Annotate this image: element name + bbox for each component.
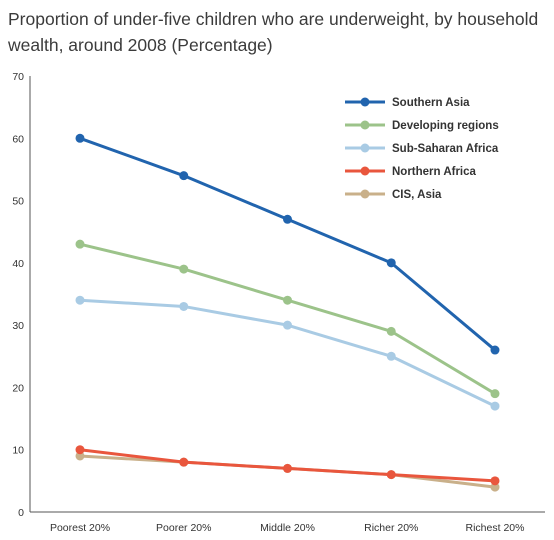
- data-point-southern-asia: [490, 345, 500, 355]
- data-point-northern-africa: [386, 470, 396, 480]
- chart-legend: Southern Asia Developing regions Sub-Sahar…: [345, 97, 499, 201]
- data-point-sub-saharan-africa: [75, 295, 85, 305]
- y-tick-label: 10: [12, 445, 24, 457]
- legend-label-southern-asia: Southern Asia: [392, 97, 470, 109]
- y-tick-label: 30: [12, 320, 24, 332]
- data-point-southern-asia: [179, 171, 189, 181]
- data-point-cis-asia: [490, 482, 500, 492]
- chart-title: Proportion of under-five children who ar…: [8, 9, 539, 55]
- y-tick-label: 70: [12, 71, 24, 83]
- legend-marker-cis-asia: [360, 189, 370, 199]
- y-axis-ticks: 0 10 20 30 40 50 60 70: [12, 71, 24, 519]
- data-point-northern-africa: [75, 445, 85, 455]
- data-point-southern-asia: [386, 258, 396, 268]
- y-tick-label: 60: [12, 133, 24, 145]
- data-point-cis-asia: [75, 451, 85, 461]
- y-tick-label: 0: [18, 507, 24, 519]
- data-point-northern-africa: [179, 457, 189, 467]
- legend-marker-southern-asia: [360, 97, 370, 107]
- x-axis-ticks: Poorest 20% Poorer 20% Middle 20% Richer 20…: [50, 522, 525, 534]
- legend-marker-northern-africa: [360, 166, 370, 176]
- x-tick-label: Middle 20%: [260, 522, 315, 534]
- data-point-southern-asia: [283, 214, 292, 224]
- data-point-sub-saharan-africa: [386, 351, 396, 361]
- legend-label-developing-regions: Developing regions: [392, 120, 499, 132]
- data-point-northern-africa: [283, 463, 292, 473]
- x-tick-label: Richer 20%: [364, 522, 418, 534]
- y-tick-label: 40: [12, 258, 24, 270]
- series-line-sub-saharan-africa: [79, 298, 496, 408]
- legend-marker-sub-saharan-africa: [360, 143, 370, 153]
- legend-label-northern-africa: Northern Africa: [392, 166, 477, 178]
- data-point-developing-regions: [283, 295, 292, 305]
- y-tick-label: 20: [12, 382, 24, 394]
- x-tick-label: Poorest 20%: [50, 522, 110, 534]
- legend-label-sub-saharan-africa: Sub-Saharan Africa: [392, 143, 499, 155]
- chart-series: [75, 133, 500, 492]
- data-point-southern-asia: [75, 133, 85, 143]
- x-tick-label: Poorer 20%: [156, 522, 211, 534]
- data-point-northern-africa: [490, 476, 500, 486]
- legend-marker-developing-regions: [360, 120, 370, 130]
- data-point-developing-regions: [386, 326, 396, 336]
- chart-axes: [29, 76, 545, 513]
- data-point-developing-regions: [490, 389, 500, 399]
- data-point-sub-saharan-africa: [179, 301, 189, 311]
- data-point-sub-saharan-africa: [283, 320, 292, 330]
- data-point-sub-saharan-africa: [490, 401, 500, 411]
- legend-label-cis-asia: CIS, Asia: [392, 189, 442, 201]
- data-point-developing-regions: [75, 239, 85, 249]
- data-point-developing-regions: [179, 264, 189, 274]
- y-tick-label: 50: [12, 196, 24, 208]
- x-tick-label: Richest 20%: [466, 522, 525, 534]
- series-line-developing-regions: [79, 242, 496, 395]
